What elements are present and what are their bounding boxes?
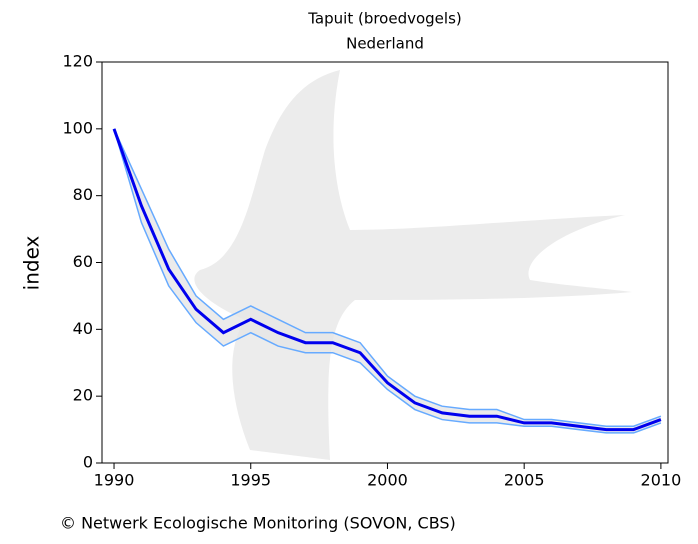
bound-line bbox=[113, 128, 662, 434]
footer: © Netwerk Ecologische Monitoring (SOVON,… bbox=[60, 514, 456, 533]
y-tick-label: 40 bbox=[73, 319, 93, 338]
y-tick-label: 120 bbox=[62, 52, 93, 71]
x-tick-label: 1995 bbox=[230, 471, 271, 490]
x-tick-label: 2005 bbox=[504, 471, 545, 490]
x-tick-label: 1990 bbox=[94, 471, 135, 490]
bound-line bbox=[113, 128, 662, 427]
y-tick-label: 100 bbox=[62, 118, 93, 137]
index-line bbox=[112, 128, 662, 432]
y-tick-label: 80 bbox=[73, 185, 93, 204]
y-tick-label: 0 bbox=[83, 453, 93, 472]
chart-title: Tapuit (broedvogels) bbox=[307, 10, 462, 28]
y-tick-label: 20 bbox=[73, 386, 93, 405]
watermark bbox=[194, 70, 632, 460]
chart-subtitle: Nederland bbox=[346, 35, 424, 53]
y-tick-label: 60 bbox=[73, 252, 93, 271]
y-axis-label: index bbox=[20, 235, 44, 290]
x-tick-label: 2010 bbox=[641, 471, 682, 490]
x-tick-label: 2000 bbox=[367, 471, 408, 490]
